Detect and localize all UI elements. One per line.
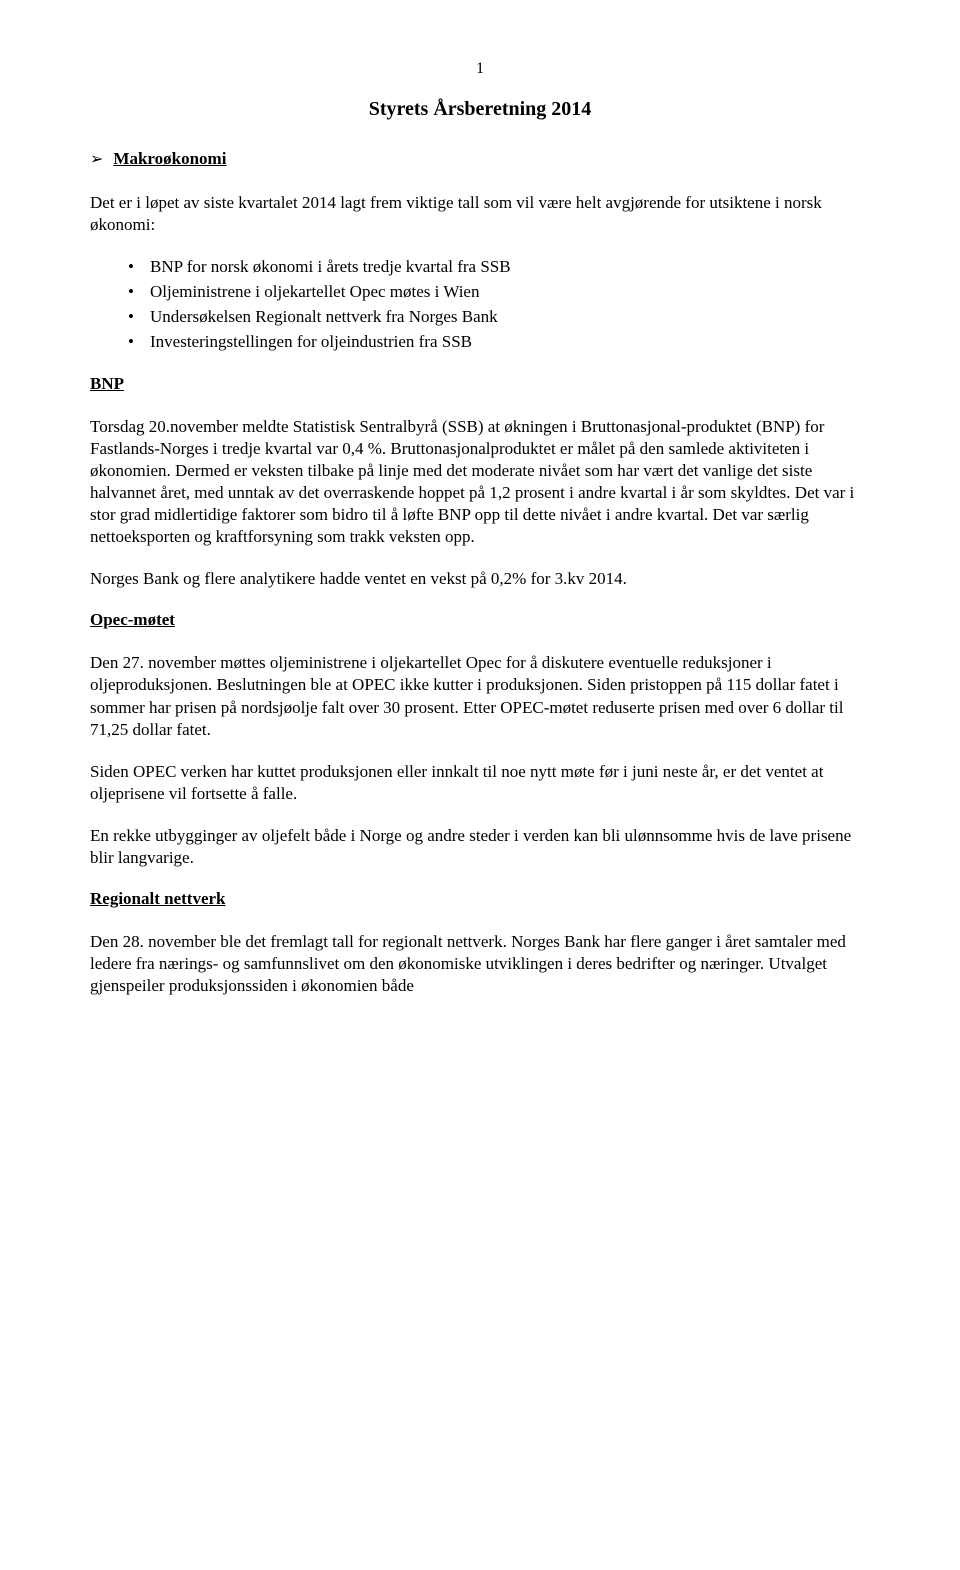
heading-bnp: BNP [90, 374, 870, 394]
opec-paragraph-1: Den 27. november møttes oljeministrene i… [90, 652, 870, 740]
list-item: BNP for norsk økonomi i årets tredje kva… [128, 256, 870, 279]
list-item: Undersøkelsen Regionalt nettverk fra Nor… [128, 306, 870, 329]
regionalt-paragraph-1: Den 28. november ble det fremlagt tall f… [90, 931, 870, 997]
section-makrookonomi: ➢ Makroøkonomi [90, 149, 870, 170]
list-item: Investeringstellingen for oljeindustrien… [128, 331, 870, 354]
triangle-right-icon: ➢ [90, 150, 103, 171]
opec-paragraph-3: En rekke utbygginger av oljefelt både i … [90, 825, 870, 869]
heading-opec: Opec-møtet [90, 610, 870, 630]
opec-paragraph-2: Siden OPEC verken har kuttet produksjone… [90, 761, 870, 805]
bullet-list: BNP for norsk økonomi i årets tredje kva… [128, 256, 870, 354]
document-title: Styrets Årsberetning 2014 [90, 98, 870, 121]
bnp-paragraph-2: Norges Bank og flere analytikere hadde v… [90, 568, 870, 590]
heading-regionalt: Regionalt nettverk [90, 889, 870, 909]
heading-makrookonomi: Makroøkonomi [113, 149, 226, 169]
list-item: Oljeministrene i oljekartellet Opec møte… [128, 281, 870, 304]
page-number: 1 [90, 60, 870, 78]
intro-paragraph: Det er i løpet av siste kvartalet 2014 l… [90, 192, 870, 236]
bnp-paragraph-1: Torsdag 20.november meldte Statistisk Se… [90, 416, 870, 549]
